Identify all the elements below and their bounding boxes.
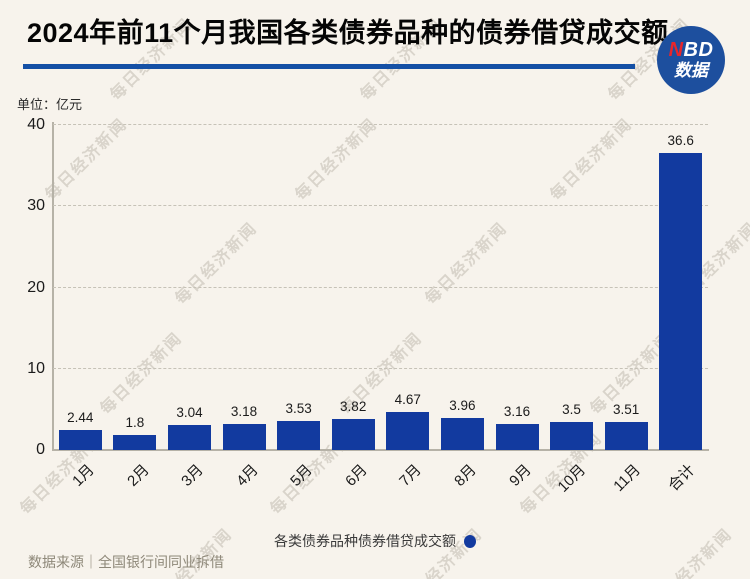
bar-8月 bbox=[440, 417, 484, 450]
nbd-logo-subtext: 数据 bbox=[674, 61, 708, 80]
bar-1月 bbox=[58, 430, 102, 450]
y-axis-tick-label: 20 bbox=[27, 278, 45, 296]
x-axis-label: 合计 bbox=[664, 461, 699, 495]
bar-value-label: 3.5 bbox=[562, 401, 581, 417]
title-underline bbox=[23, 64, 635, 69]
y-axis-tick-label: 30 bbox=[27, 197, 45, 215]
bar-value-label: 3.16 bbox=[503, 404, 531, 420]
x-axis-label: 2月 bbox=[123, 461, 153, 490]
bar-value-label: 3.18 bbox=[230, 404, 258, 420]
bar-value-label: 4.67 bbox=[394, 392, 421, 408]
bar-10月 bbox=[550, 421, 593, 450]
legend-label: 各类债券品种债券借贷成交额 bbox=[274, 533, 456, 549]
gridline bbox=[53, 286, 708, 288]
nbd-logo-text: NBD bbox=[668, 39, 714, 61]
x-axis-label: 6月 bbox=[341, 461, 371, 490]
gridline bbox=[53, 367, 708, 369]
bar-value-label: 3.53 bbox=[285, 401, 312, 417]
x-axis-label: 8月 bbox=[451, 461, 480, 490]
x-axis-label: 4月 bbox=[232, 461, 262, 490]
bar-value-label: 36.6 bbox=[667, 132, 694, 148]
y-axis-tick-label: 0 bbox=[36, 441, 45, 458]
nbd-logo: NBD 数据 bbox=[657, 26, 725, 94]
bar-7月 bbox=[386, 412, 430, 450]
bar-value-label: 2.44 bbox=[67, 410, 94, 426]
bar-9月 bbox=[495, 424, 539, 450]
y-axis-tick-label: 10 bbox=[27, 359, 45, 377]
bar-11月 bbox=[604, 421, 648, 450]
bar-4月 bbox=[222, 424, 266, 450]
bar-value-label: 3.96 bbox=[449, 397, 476, 413]
bar-value-label: 3.82 bbox=[340, 399, 367, 414]
bar-6月 bbox=[331, 419, 375, 450]
bar-value-label: 3.04 bbox=[176, 405, 203, 421]
x-axis-label: 10月 bbox=[554, 461, 589, 496]
legend-dot bbox=[464, 534, 476, 548]
data-source: 数据来源｜全国银行间同业拆借 bbox=[28, 554, 224, 570]
gridline bbox=[53, 205, 708, 207]
bar-value-label: 1.8 bbox=[125, 415, 145, 431]
x-axis-label: 5月 bbox=[287, 461, 316, 490]
x-axis-label: 9月 bbox=[505, 461, 535, 490]
x-axis-label: 11月 bbox=[609, 461, 644, 495]
x-axis-label: 1月 bbox=[69, 461, 98, 490]
x-axis-line bbox=[52, 449, 709, 451]
bar-5月 bbox=[277, 421, 321, 450]
x-axis-label: 7月 bbox=[396, 461, 426, 490]
bar-2月 bbox=[113, 435, 157, 450]
unit-label: 单位：亿元 bbox=[17, 97, 83, 112]
chart-legend: 各类债券品种债券借贷成交额 bbox=[0, 531, 750, 551]
gridline bbox=[53, 124, 708, 125]
x-axis-label: 3月 bbox=[178, 461, 207, 490]
bar-合计 bbox=[659, 152, 703, 450]
page-title: 2024年前11个月我国各类债券品种的债券借贷成交额 bbox=[27, 18, 669, 48]
bar-value-label: 3.51 bbox=[612, 401, 640, 417]
y-axis-tick-label: 40 bbox=[27, 116, 45, 133]
bar-3月 bbox=[168, 425, 211, 450]
